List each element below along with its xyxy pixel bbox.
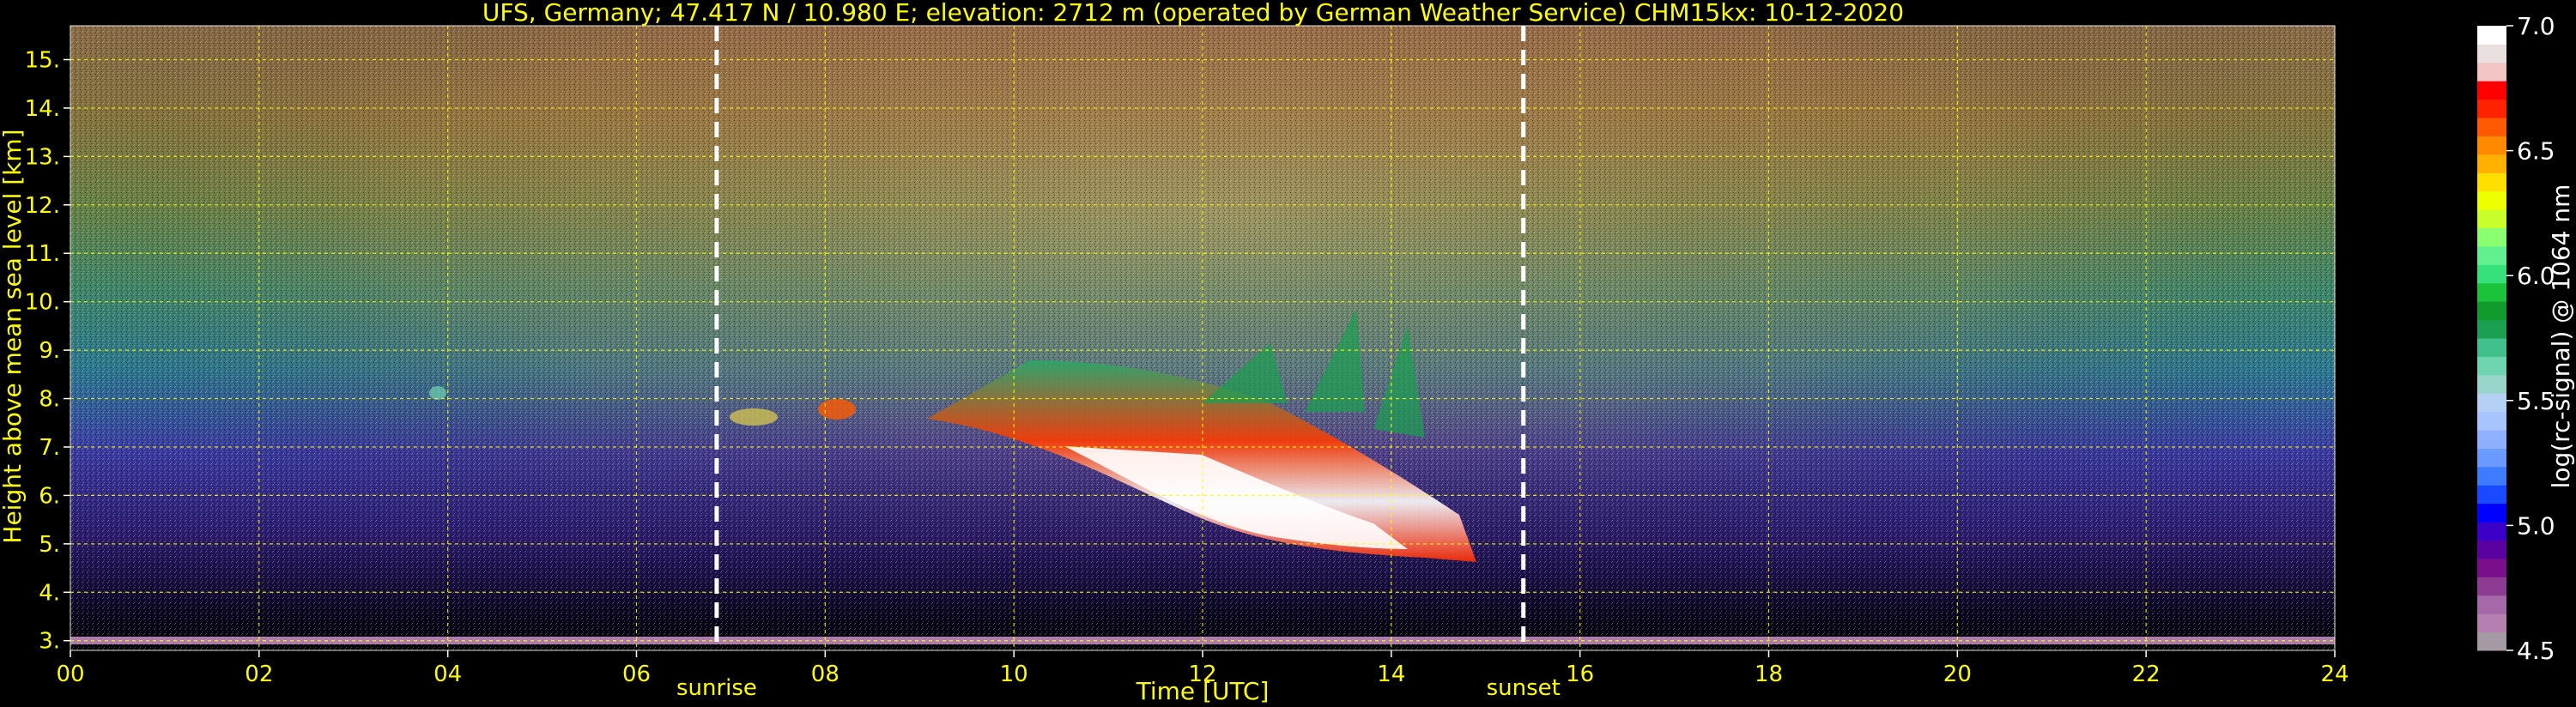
x-tick-label: 04 bbox=[433, 662, 462, 687]
y-tick-label: 7. bbox=[39, 435, 60, 461]
x-tick-label: 18 bbox=[1755, 662, 1783, 687]
y-tick-label: 5. bbox=[39, 532, 60, 558]
colorbar-segment bbox=[2477, 319, 2506, 339]
colorbar-segment bbox=[2477, 154, 2506, 173]
x-tick-label: 02 bbox=[245, 662, 273, 687]
y-axis-ticks: 3. 4. 5. 6. 7. 8. 9. 10. 11. 12. 13. 14. 15. bbox=[25, 48, 70, 655]
surface-layer bbox=[70, 637, 2335, 644]
colorbar-segment bbox=[2477, 81, 2506, 100]
x-tick-label: 22 bbox=[2132, 662, 2161, 687]
colorbar-segment bbox=[2477, 374, 2506, 394]
colorbar-segment bbox=[2477, 301, 2506, 321]
x-tick-label: 14 bbox=[1377, 662, 1405, 687]
sunrise-label: sunrise bbox=[676, 675, 757, 701]
colorbar-segment bbox=[2477, 393, 2506, 413]
y-tick-label: 13. bbox=[25, 144, 60, 170]
colorbar-segment bbox=[2477, 540, 2506, 559]
colorbar-segment bbox=[2477, 631, 2506, 651]
colorbar-segment bbox=[2477, 44, 2506, 63]
x-tick-label: 00 bbox=[56, 662, 84, 687]
signal-features bbox=[70, 309, 2335, 644]
y-tick-label: 11. bbox=[25, 241, 60, 267]
chart-title: UFS, Germany; 47.417 N / 10.980 E; eleva… bbox=[482, 0, 1904, 27]
cloud-core bbox=[1064, 446, 1408, 549]
cloud-patch-2 bbox=[818, 399, 856, 420]
x-tick-label: 24 bbox=[2320, 662, 2349, 687]
cloud-fallstreaks bbox=[1202, 309, 1425, 438]
colorbar-segment bbox=[2477, 209, 2506, 229]
colorbar-segment bbox=[2477, 613, 2506, 633]
cloud-patch-1 bbox=[730, 408, 778, 426]
colorbar-segment bbox=[2477, 503, 2506, 523]
colorbar-segment bbox=[2477, 430, 2506, 449]
colorbar-tick-label: 5.5 bbox=[2517, 387, 2555, 415]
colorbar-segment bbox=[2477, 595, 2506, 614]
colorbar-ticks: 4.5 5.0 5.5 6.0 6.5 7.0 bbox=[2506, 12, 2555, 665]
colorbar-segment bbox=[2477, 118, 2506, 136]
colorbar-segment bbox=[2477, 356, 2506, 376]
colorbar-segment bbox=[2477, 338, 2506, 357]
y-tick-label: 4. bbox=[39, 580, 60, 606]
y-tick-label: 6. bbox=[39, 483, 60, 509]
colorbar-tick-label: 6.5 bbox=[2517, 137, 2555, 166]
colorbar-segment bbox=[2477, 282, 2506, 302]
y-tick-label: 9. bbox=[39, 338, 60, 364]
colorbar-tick-label: 7.0 bbox=[2517, 12, 2555, 40]
colorbar-segment bbox=[2477, 26, 2506, 45]
colorbar-tick-label: 6.0 bbox=[2517, 262, 2555, 290]
x-tick-label: 06 bbox=[622, 662, 651, 687]
cloud-patch-3 bbox=[429, 386, 446, 400]
colorbar-segment bbox=[2477, 172, 2506, 192]
y-tick-label: 3. bbox=[39, 629, 60, 655]
x-tick-label: 20 bbox=[1943, 662, 1972, 687]
colorbar-tick-label: 5.0 bbox=[2517, 511, 2555, 540]
colorbar-segment bbox=[2477, 190, 2506, 210]
colorbar-segment bbox=[2477, 577, 2506, 596]
y-tick-label: 12. bbox=[25, 193, 60, 219]
time-markers: sunrise sunset bbox=[676, 26, 1561, 701]
colorbar-segment bbox=[2477, 485, 2506, 505]
colorbar-segment bbox=[2477, 411, 2506, 431]
y-tick-label: 15. bbox=[25, 48, 60, 74]
sunset-label: sunset bbox=[1487, 675, 1561, 701]
x-axis-ticks: 00 02 04 06 08 10 12 14 16 18 20 22 24 bbox=[56, 650, 2349, 687]
colorbar-segment bbox=[2477, 264, 2506, 284]
y-axis-label: Height above mean sea level [km] bbox=[0, 129, 27, 543]
colorbar-segment bbox=[2477, 245, 2506, 265]
x-axis-label: Time [UTC] bbox=[1136, 677, 1270, 705]
colorbar-segment bbox=[2477, 522, 2506, 541]
colorbar-segment bbox=[2477, 466, 2506, 486]
colorbar bbox=[2477, 26, 2506, 651]
colorbar-tick-label: 4.5 bbox=[2517, 637, 2555, 665]
colorbar-segment bbox=[2477, 62, 2506, 82]
y-tick-label: 10. bbox=[25, 290, 60, 316]
y-tick-label: 8. bbox=[39, 387, 60, 413]
colorbar-segment bbox=[2477, 227, 2506, 247]
colorbar-segment bbox=[2477, 448, 2506, 468]
colorbar-segment bbox=[2477, 99, 2506, 118]
y-tick-label: 14. bbox=[25, 96, 60, 122]
x-tick-label: 10 bbox=[1000, 662, 1028, 687]
x-tick-label: 08 bbox=[811, 662, 839, 687]
x-tick-label: 16 bbox=[1566, 662, 1594, 687]
x-tick-label: 12 bbox=[1188, 662, 1216, 687]
colorbar-label: log(rc-signal) @ 1064 nm bbox=[2547, 184, 2575, 489]
colorbar-segment bbox=[2477, 136, 2506, 155]
colorbar-segment bbox=[2477, 558, 2506, 577]
